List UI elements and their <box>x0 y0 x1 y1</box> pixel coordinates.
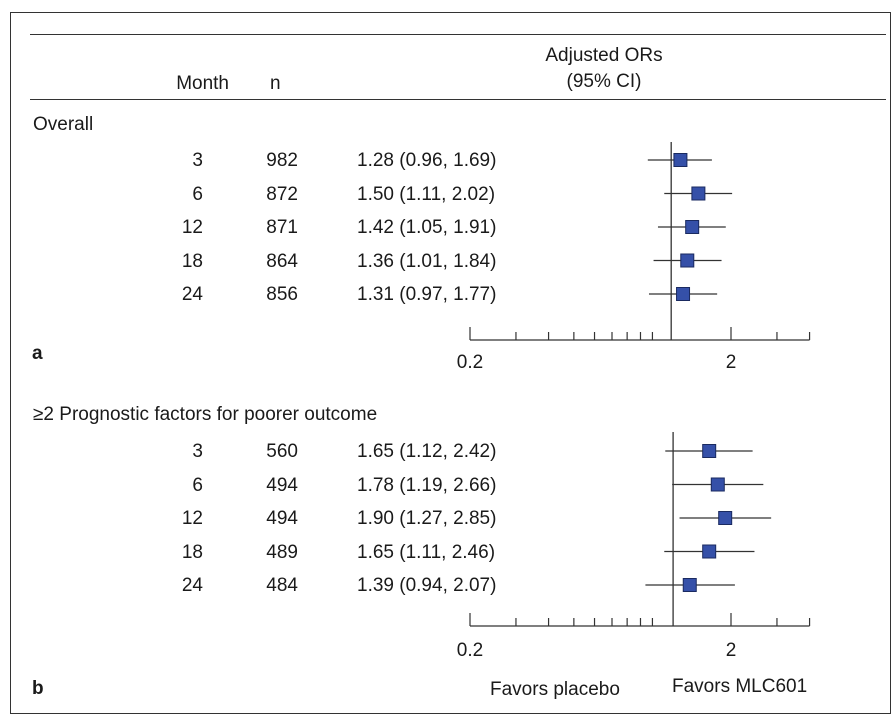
or-column-header-line2: (95% CI) <box>566 71 642 92</box>
panel-a-row-2-estimate: 1.42 (1.05, 1.91) <box>357 217 497 238</box>
header-top-rule <box>30 34 886 35</box>
panel-b-row-1-point <box>710 477 725 492</box>
panel-a-row-3-n: 864 <box>266 250 298 272</box>
panel-b-row-3-estimate: 1.65 (1.11, 2.46) <box>357 541 496 563</box>
panel-b-row-4-estimate: 1.39 (0.94, 2.07) <box>357 575 497 596</box>
favors-mlc601-label: Favors MLC601 <box>672 676 808 697</box>
header-bottom-rule <box>30 99 886 100</box>
panel-a-row-0-n: 982 <box>266 150 298 171</box>
panel-a-row-4-estimate: 1.31 (0.97, 1.77) <box>357 284 497 305</box>
panel-a-label: a <box>32 343 43 364</box>
panel-b-row-2-point <box>718 511 733 525</box>
panel-b-row-4-month: 24 <box>181 575 203 596</box>
panel-b-row-2-n: 494 <box>266 508 298 529</box>
panel-a-row-2-point <box>685 220 700 234</box>
favors-placebo-label: Favors placebo <box>490 679 620 700</box>
panel-b-label: b <box>32 678 44 699</box>
panel-b-row-0-n: 560 <box>266 441 298 462</box>
panel-b-row-1-estimate: 1.78 (1.19, 2.66) <box>357 474 497 496</box>
panel-a-row-2-month: 12 <box>181 217 203 238</box>
panel-b-row-1-month: 6 <box>192 474 203 496</box>
month-column-header: Month <box>176 73 229 94</box>
panel-a-group-title: Overall <box>33 114 94 135</box>
panel-a-row-4-point <box>676 287 691 301</box>
panel-b-row-3-point <box>702 544 717 559</box>
n-column-header: n <box>270 73 281 94</box>
panel-b-row-4-n: 484 <box>266 575 298 596</box>
panel-a-row-4-month: 24 <box>181 284 203 305</box>
panel-a-row-1-estimate: 1.50 (1.11, 2.02) <box>357 183 496 205</box>
panel-b-row-0-month: 3 <box>192 441 203 462</box>
panel-a-tick-label-1: 2 <box>725 352 737 373</box>
panel-a-row-3-month: 18 <box>181 250 203 272</box>
panel-b-row-2-estimate: 1.90 (1.27, 2.85) <box>357 508 497 529</box>
panel-a-row-4-n: 856 <box>266 284 298 305</box>
panel-b-row-2-month: 12 <box>181 508 203 529</box>
panel-a-row-3-point <box>680 253 695 268</box>
panel-b-row-3-n: 489 <box>266 541 298 563</box>
panel-b-tick-label-1: 2 <box>725 640 737 661</box>
panel-a-row-1-point <box>691 186 706 201</box>
panel-b-row-0-point <box>702 444 717 458</box>
panel-a-tick-label-0: 0.2 <box>456 352 484 373</box>
panel-a-row-3-estimate: 1.36 (1.01, 1.84) <box>357 250 497 272</box>
panel-b-row-0-estimate: 1.65 (1.12, 2.42) <box>357 441 497 462</box>
panel-a-row-0-month: 3 <box>192 150 203 171</box>
panel-a-row-2-n: 871 <box>266 217 298 238</box>
figure-frame <box>10 12 891 714</box>
panel-a-row-1-month: 6 <box>192 183 203 205</box>
panel-b-row-3-month: 18 <box>181 541 203 563</box>
panel-b-row-4-point <box>682 578 697 592</box>
panel-b-group-title: ≥2 Prognostic factors for poorer outcome <box>33 404 378 425</box>
panel-a-row-1-n: 872 <box>266 183 298 205</box>
panel-a-row-0-point <box>673 153 688 167</box>
panel-b-row-1-n: 494 <box>266 474 298 496</box>
panel-b-tick-label-0: 0.2 <box>456 640 484 661</box>
or-column-header-line1: Adjusted ORs <box>545 45 663 66</box>
panel-a-row-0-estimate: 1.28 (0.96, 1.69) <box>357 150 497 171</box>
